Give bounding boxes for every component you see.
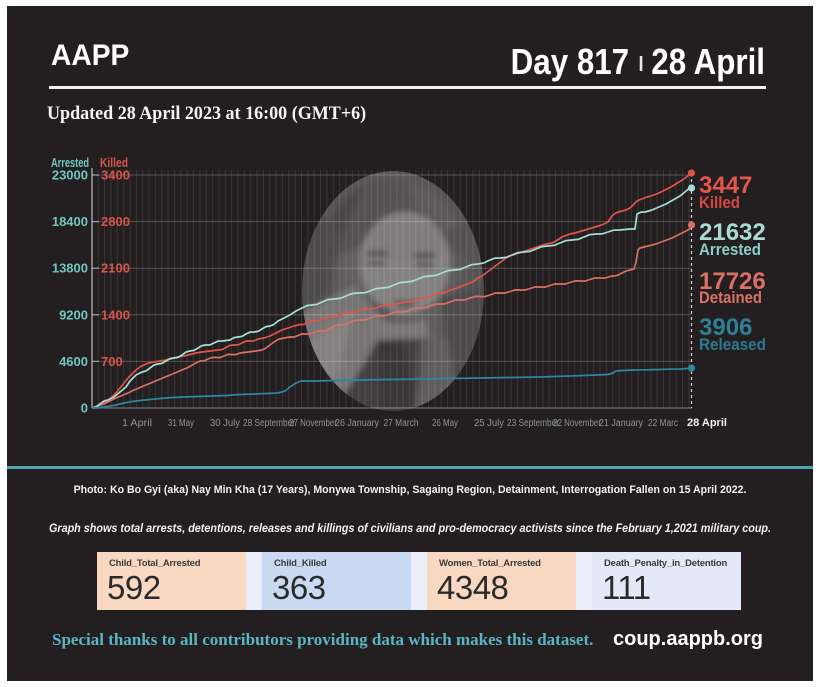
- svg-text:3400: 3400: [101, 168, 130, 183]
- svg-text:28 April: 28 April: [687, 417, 727, 429]
- svg-text:Arrested: Arrested: [51, 155, 89, 170]
- svg-text:31 May: 31 May: [168, 418, 194, 429]
- svg-text:2100: 2100: [101, 261, 130, 276]
- svg-text:Arrested: Arrested: [699, 240, 761, 259]
- svg-text:1400: 1400: [101, 307, 130, 322]
- svg-text:0: 0: [81, 401, 88, 416]
- svg-text:21632: 21632: [699, 219, 766, 246]
- svg-text:3447: 3447: [699, 172, 752, 199]
- svg-text:4600: 4600: [59, 354, 88, 369]
- svg-text:17726: 17726: [699, 268, 766, 295]
- svg-text:23 September: 23 September: [507, 418, 560, 429]
- svg-text:Killed: Killed: [699, 193, 740, 212]
- svg-text:Detained: Detained: [699, 288, 762, 307]
- svg-text:26 January: 26 January: [335, 418, 379, 429]
- svg-text:30 July: 30 July: [210, 418, 240, 429]
- svg-text:22 Marc: 22 Marc: [648, 418, 678, 429]
- svg-text:Released: Released: [699, 335, 766, 354]
- svg-text:18400: 18400: [52, 214, 88, 229]
- svg-text:3906: 3906: [699, 314, 752, 341]
- svg-text:23000: 23000: [52, 168, 88, 183]
- svg-text:700: 700: [101, 354, 123, 369]
- svg-text:28 September: 28 September: [243, 418, 296, 429]
- svg-text:2800: 2800: [101, 214, 130, 229]
- svg-text:27 November: 27 November: [289, 418, 338, 429]
- svg-text:21 January: 21 January: [599, 418, 643, 429]
- svg-text:22 November: 22 November: [553, 418, 602, 429]
- svg-text:9200: 9200: [59, 307, 88, 322]
- svg-text:27 March: 27 March: [384, 418, 419, 429]
- svg-text:1 April: 1 April: [122, 418, 152, 429]
- svg-text:25 July: 25 July: [474, 418, 504, 429]
- svg-text:Killed: Killed: [100, 155, 128, 170]
- svg-text:13800: 13800: [52, 261, 88, 276]
- svg-text:26 May: 26 May: [432, 418, 458, 429]
